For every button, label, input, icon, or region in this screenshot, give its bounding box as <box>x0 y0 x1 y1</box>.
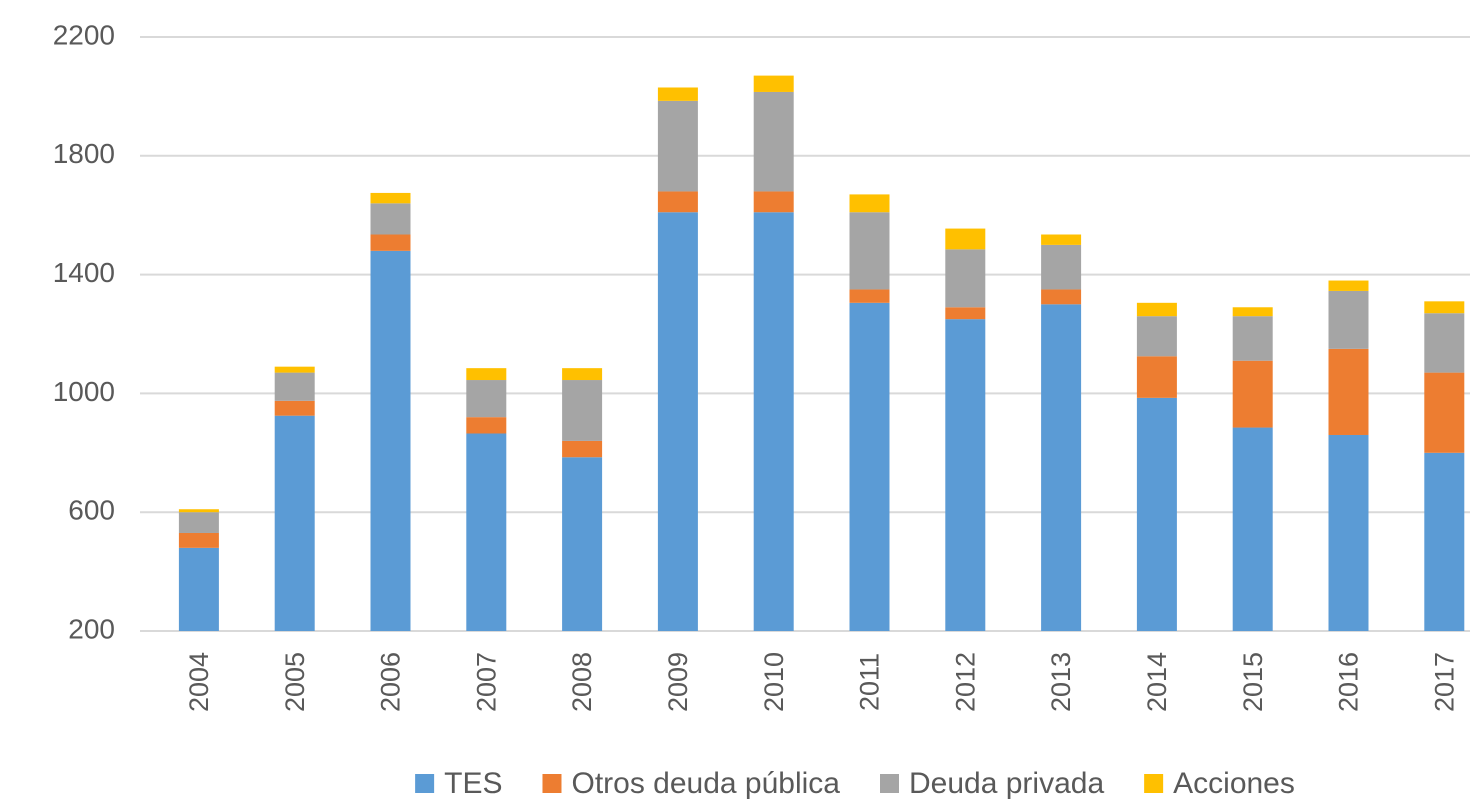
x-tick-label: 2011 <box>855 653 885 711</box>
bar-segment <box>849 212 890 290</box>
bar-segment <box>849 289 890 303</box>
bar-segment <box>753 91 794 192</box>
bar-segment <box>562 368 603 381</box>
x-tick-label: 2007 <box>471 652 501 712</box>
bar-segment <box>370 250 411 631</box>
bar-segment <box>1232 360 1273 428</box>
y-tick-label: 200 <box>68 613 115 644</box>
bar-segment <box>1328 434 1369 631</box>
bar-segment <box>274 415 315 631</box>
x-tick-label: 2016 <box>1334 652 1364 712</box>
bar-segment <box>945 319 986 631</box>
bar-segment <box>753 212 794 631</box>
bar-segment <box>1328 290 1369 349</box>
bar-segment <box>466 433 507 631</box>
bar-segment <box>1041 244 1082 290</box>
bar-segment <box>1328 348 1369 435</box>
bar-segment <box>370 234 411 251</box>
y-tick-label: 1400 <box>53 257 115 288</box>
bar-segment <box>657 212 698 631</box>
bar-segment <box>657 100 698 192</box>
bar-segment <box>466 380 507 418</box>
bar-segment <box>1328 280 1369 291</box>
bar-segment <box>753 75 794 92</box>
bar-segment <box>1424 313 1465 373</box>
bar-segment <box>466 417 507 434</box>
x-tick-label: 2017 <box>1429 652 1459 712</box>
x-tick-label: 2009 <box>663 652 693 712</box>
bar-segment <box>178 512 219 533</box>
bar-segment <box>657 191 698 213</box>
legend-label: Deuda privada <box>909 767 1104 800</box>
y-tick-label: 1800 <box>53 138 115 169</box>
bar-segment <box>562 380 603 441</box>
x-tick-label: 2004 <box>184 652 214 712</box>
bar-segment <box>945 249 986 308</box>
bar-segment <box>1136 316 1177 357</box>
bar-segment <box>562 457 603 631</box>
y-tick-label: 2200 <box>53 19 115 50</box>
bar-segment <box>945 307 986 320</box>
bar-segment <box>1232 307 1273 317</box>
legend-label: Acciones <box>1173 767 1295 800</box>
bar-segment <box>1424 372 1465 453</box>
labels: 200 600 1000 1400 1800 2200 2004 2005 2006 2007 20… <box>53 19 1460 712</box>
x-tick-label: 2008 <box>567 652 597 712</box>
bar-segment <box>274 400 315 416</box>
legend: TES Otros deuda pública Deuda privada Accio… <box>415 767 1295 800</box>
y-tick-label: 600 <box>68 495 115 526</box>
bar-segment <box>178 509 219 513</box>
bar-segment <box>1041 304 1082 631</box>
bar-segment <box>274 366 315 373</box>
legend-label: Otros deuda pública <box>571 767 840 800</box>
bar-segment <box>466 368 507 381</box>
bar-segment <box>370 203 411 235</box>
x-tick-label: 2006 <box>376 652 406 712</box>
x-tick-label: 2005 <box>280 652 310 712</box>
bars <box>178 75 1465 631</box>
bar-segment <box>945 228 986 250</box>
x-tick-label: 2010 <box>759 652 789 712</box>
x-tick-label: 2013 <box>1046 652 1076 712</box>
legend-label: TES <box>444 767 502 800</box>
bar-segment <box>1424 452 1465 631</box>
legend-swatch <box>880 774 899 793</box>
bar-segment <box>849 302 890 631</box>
bar-segment <box>1041 289 1082 305</box>
bar-segment <box>657 87 698 101</box>
bar-segment <box>1424 301 1465 314</box>
bar-segment <box>274 372 315 401</box>
bar-segment <box>370 192 411 204</box>
legend-swatch <box>542 774 562 793</box>
bar-segment <box>562 440 603 458</box>
legend-swatch <box>415 774 435 793</box>
bar-segment <box>1136 356 1177 398</box>
bar-segment <box>849 194 890 213</box>
bar-segment <box>178 532 219 548</box>
bar-segment <box>1136 302 1177 317</box>
y-tick-label: 1000 <box>53 376 115 407</box>
legend-swatch <box>1144 774 1164 793</box>
bar-segment <box>178 547 219 631</box>
x-tick-label: 2012 <box>950 652 980 712</box>
bar-segment <box>1232 427 1273 631</box>
bar-segment <box>753 191 794 213</box>
x-tick-label: 2014 <box>1142 652 1172 712</box>
bar-segment <box>1232 316 1273 361</box>
x-tick-label: 2015 <box>1238 652 1268 712</box>
bar-segment <box>1136 397 1177 631</box>
bar-segment <box>1041 234 1082 245</box>
